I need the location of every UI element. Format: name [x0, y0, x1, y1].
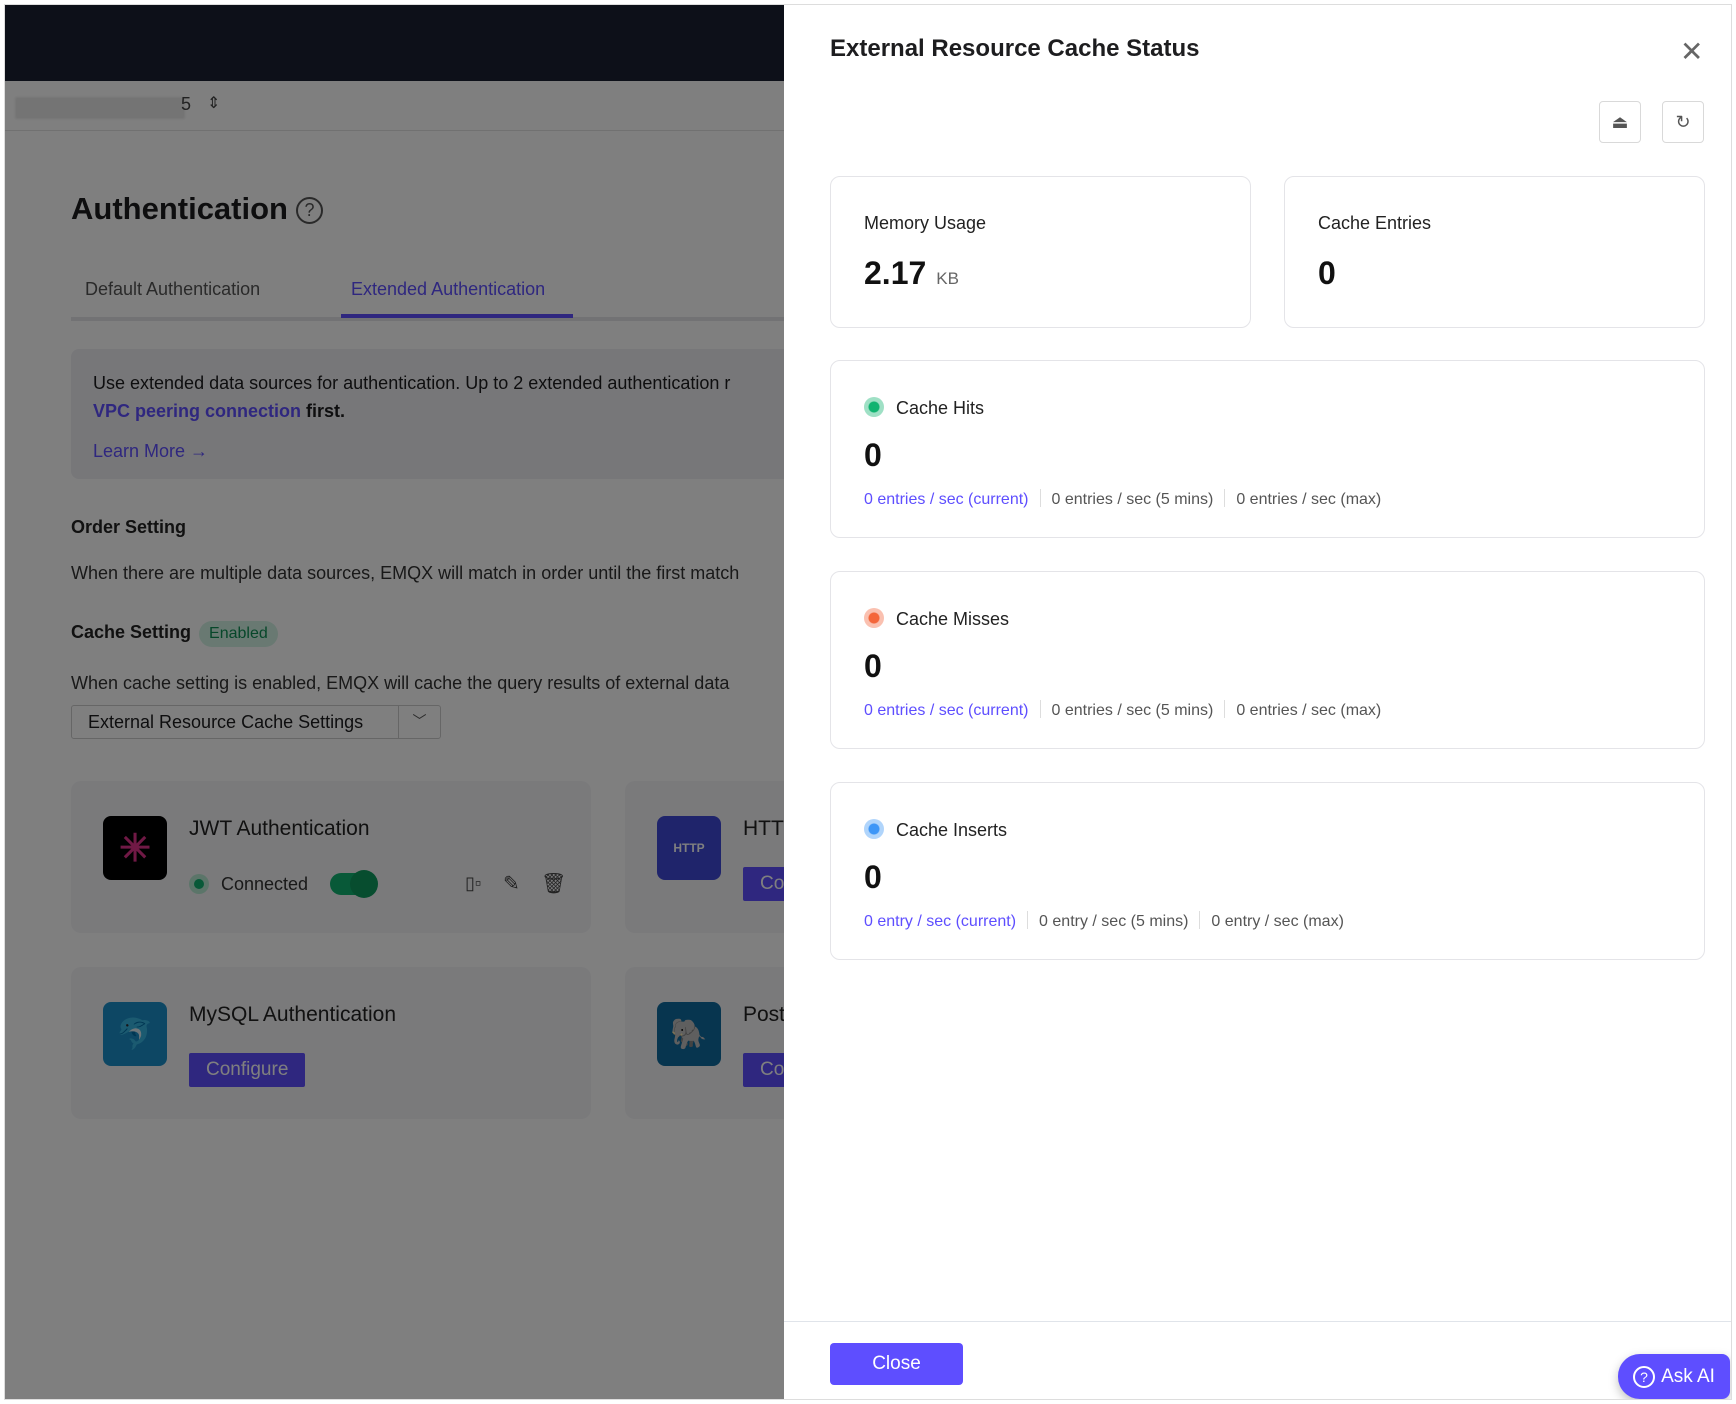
modal-overlay[interactable]: [5, 5, 785, 1399]
cache-stat-card: Cache Misses 0 0 entries / sec (current)…: [830, 571, 1705, 749]
cache-entries-card: Cache Entries 0: [1284, 176, 1705, 328]
status-dot-icon: [864, 397, 884, 417]
status-dot-icon: [864, 608, 884, 628]
divider: [1039, 489, 1041, 507]
rate-current: 0 entry / sec (current): [864, 913, 1017, 930]
cache-stat-card: Cache Inserts 0 0 entry / sec (current) 0…: [830, 782, 1705, 960]
memory-usage-value: 2.17 KB: [864, 255, 959, 292]
cache-stat-card: Cache Hits 0 0 entries / sec (current) 0 …: [830, 360, 1705, 538]
ask-ai-button[interactable]: ? Ask AI: [1618, 1354, 1730, 1399]
stat-rates: 0 entries / sec (current) 0 entries / sec…: [864, 700, 1381, 720]
memory-value: 2.17: [864, 255, 927, 291]
cache-entries-label: Cache Entries: [1318, 213, 1432, 233]
rate-max: 0 entries / sec (max): [1236, 491, 1382, 508]
close-icon[interactable]: ✕: [1680, 36, 1704, 67]
ask-ai-label: Ask AI: [1661, 1365, 1715, 1387]
rate-current: 0 entries / sec (current): [864, 491, 1029, 508]
status-dot-icon: [864, 819, 884, 839]
stat-title: Cache Inserts: [864, 819, 1007, 841]
memory-usage-label: Memory Usage: [864, 213, 987, 233]
memory-usage-card: Memory Usage 2.17 KB: [830, 176, 1251, 328]
stat-label: Cache Misses: [896, 609, 1010, 629]
rate-max: 0 entries / sec (max): [1236, 702, 1382, 719]
clear-cache-icon[interactable]: ⏏: [1599, 101, 1641, 143]
refresh-icon[interactable]: ↻: [1662, 101, 1704, 143]
divider: [1224, 489, 1226, 507]
stat-value: 0: [864, 859, 882, 895]
stat-value: 0: [864, 437, 882, 473]
divider: [1199, 911, 1201, 929]
drawer-footer-divider: [784, 1321, 1731, 1322]
rate-5-mins: 0 entry / sec (5 mins): [1039, 913, 1189, 930]
stat-rates: 0 entry / sec (current) 0 entry / sec (5 …: [864, 911, 1344, 931]
rate-current: 0 entries / sec (current): [864, 702, 1029, 719]
rate-max: 0 entry / sec (max): [1211, 913, 1344, 930]
stat-label: Cache Hits: [896, 398, 985, 418]
stat-title: Cache Hits: [864, 397, 984, 419]
drawer-title: External Resource Cache Status: [830, 35, 1200, 62]
cache-status-drawer: External Resource Cache Status ✕ ⏏ ↻ Mem…: [784, 5, 1731, 1399]
divider: [1224, 700, 1226, 718]
cache-entries-value: 0: [1318, 255, 1336, 291]
close-button[interactable]: Close: [830, 1343, 963, 1385]
stat-label: Cache Inserts: [896, 820, 1008, 840]
help-icon: ?: [1633, 1365, 1656, 1388]
divider: [1027, 911, 1029, 929]
stat-title: Cache Misses: [864, 608, 1009, 630]
stat-rates: 0 entries / sec (current) 0 entries / sec…: [864, 489, 1381, 509]
stat-value: 0: [864, 648, 882, 684]
memory-unit: KB: [936, 269, 959, 288]
rate-5-mins: 0 entries / sec (5 mins): [1051, 702, 1214, 719]
rate-5-mins: 0 entries / sec (5 mins): [1051, 491, 1214, 508]
divider: [1039, 700, 1041, 718]
